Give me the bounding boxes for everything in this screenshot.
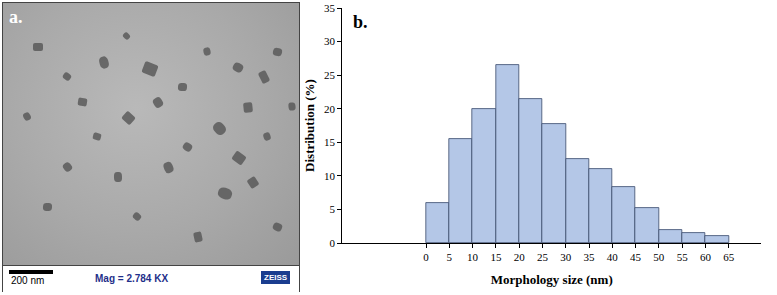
html-text:ZEISS: ZEISS: [264, 273, 288, 282]
svg-text:45: 45: [630, 251, 642, 263]
svg-text:55: 55: [677, 251, 689, 263]
html-text:Mag = 2.784 KX: Mag = 2.784 KX: [95, 273, 169, 284]
svg-text:0: 0: [423, 251, 429, 263]
svg-text:30: 30: [324, 35, 336, 47]
svg-text:20: 20: [514, 251, 526, 263]
svg-text:60: 60: [700, 251, 712, 263]
svg-text:10: 10: [324, 170, 336, 182]
svg-text:35: 35: [584, 251, 596, 263]
svg-text:25: 25: [324, 69, 336, 81]
svg-text:50: 50: [653, 251, 665, 263]
svg-text:15: 15: [490, 251, 502, 263]
svg-text:Morphology size (nm): Morphology size (nm): [491, 272, 613, 287]
svg-text:b.: b.: [353, 12, 368, 32]
html-text:200 nm: 200 nm: [11, 275, 45, 286]
svg-text:Distribution (%): Distribution (%): [302, 79, 317, 172]
svg-text:0: 0: [330, 237, 336, 249]
svg-text:5: 5: [330, 203, 336, 215]
html-text:a.: a.: [9, 7, 23, 27]
svg-text:30: 30: [560, 251, 572, 263]
svg-text:35: 35: [324, 2, 336, 14]
svg-text:15: 15: [324, 136, 336, 148]
svg-text:20: 20: [324, 103, 336, 115]
svg-text:40: 40: [607, 251, 619, 263]
svg-text:65: 65: [723, 251, 735, 263]
svg-text:25: 25: [537, 251, 549, 263]
svg-text:5: 5: [447, 251, 453, 263]
svg-text:10: 10: [467, 251, 479, 263]
